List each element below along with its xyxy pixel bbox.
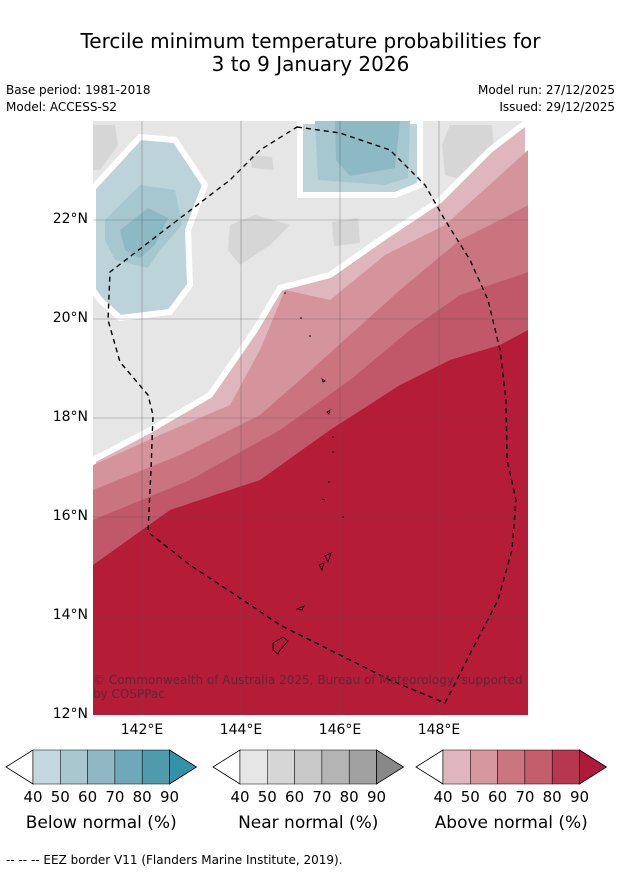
colorbar-segment xyxy=(32,749,61,785)
below-normal-region-north-60 xyxy=(335,121,400,176)
colorbar-arrow-low xyxy=(415,749,444,785)
base-period-label: Base period: 1981-2018 xyxy=(6,83,151,97)
colorbar-tick-label: 40 xyxy=(433,788,453,806)
model-run-label: Model run: 27/12/2025 xyxy=(477,83,615,97)
near-normal-patch xyxy=(93,125,118,170)
near-normal-patch xyxy=(228,215,290,265)
colorbar-tick-label: 90 xyxy=(159,788,180,806)
colorbar-tick-label: 90 xyxy=(366,788,387,806)
colorbar-tick-label: 50 xyxy=(50,788,70,806)
colorbar-below xyxy=(5,749,198,785)
colorbar-arrow-high xyxy=(376,749,405,785)
colorbar-segment xyxy=(294,749,323,785)
lat-label-12n: 12°N xyxy=(52,706,88,722)
colorbar-tick-label: 40 xyxy=(230,788,250,806)
colorbar-arrow-low xyxy=(212,749,241,785)
island-rota xyxy=(295,605,305,611)
island-guam xyxy=(272,636,289,655)
colorbar-title: Near normal (%) xyxy=(238,813,379,833)
colorbar-segment xyxy=(524,749,553,785)
colorbar-segment xyxy=(60,749,88,785)
map-area xyxy=(93,121,528,715)
near-normal-patch xyxy=(250,155,274,170)
colorbar-segment xyxy=(141,749,170,785)
colorbar-tick-label: 80 xyxy=(339,788,359,806)
colorbar-title: Below normal (%) xyxy=(25,813,177,833)
map-title-line2: 3 to 9 January 2026 xyxy=(211,52,410,76)
lon-label-148e: 148°E xyxy=(417,722,461,738)
colorbar-tick-label: 50 xyxy=(257,788,277,806)
colorbar-segment xyxy=(239,749,268,785)
lat-label-22n: 22°N xyxy=(52,211,88,227)
copyright-notice: © Commonwealth of Australia 2025, Bureau… xyxy=(93,673,523,701)
colorbar-segment xyxy=(321,749,350,785)
colorbar-tick-label: 40 xyxy=(23,788,43,806)
colorbar-tick-label: 60 xyxy=(488,788,508,806)
island-saipan xyxy=(324,552,332,564)
colorbar-arrow-low xyxy=(5,749,34,785)
colorbar-tick-label: 70 xyxy=(312,788,332,806)
colorbar-arrow-high xyxy=(169,749,198,785)
lat-label-14n: 14°N xyxy=(52,607,88,623)
colorbars xyxy=(5,749,608,785)
eez-footnote: -- -- -- EEZ border V11 (Flanders Marine… xyxy=(6,853,343,867)
issued-label: Issued: 29/12/2025 xyxy=(499,100,615,114)
lon-label-146e: 146°E xyxy=(318,722,362,738)
lat-label-20n: 20°N xyxy=(52,310,88,326)
island xyxy=(326,409,331,415)
island-dots xyxy=(284,292,344,518)
colorbar-tick-label: 80 xyxy=(542,788,562,806)
eez-border xyxy=(107,126,517,704)
near-normal-patch xyxy=(332,218,360,246)
map-title-line1: Tercile minimum temperature probabilitie… xyxy=(80,29,541,53)
colorbar-tick-label: 70 xyxy=(105,788,125,806)
below-normal-region-west-60 xyxy=(120,208,168,258)
model-label: Model: ACCESS-S2 xyxy=(6,100,118,114)
colorbar-segment xyxy=(551,749,580,785)
colorbar-near xyxy=(212,749,405,785)
colorbar-segment xyxy=(348,749,377,785)
lon-label-144e: 144°E xyxy=(219,722,263,738)
colorbar-tick-label: 50 xyxy=(460,788,480,806)
colorbar-tick-label: 80 xyxy=(132,788,152,806)
colorbar-title: Above normal (%) xyxy=(434,813,588,833)
colorbar-arrow-high xyxy=(579,749,608,785)
island xyxy=(321,378,326,383)
colorbar-segment xyxy=(442,749,471,785)
lat-label-16n: 16°N xyxy=(52,508,88,524)
colorbar-segment xyxy=(497,749,526,785)
colorbar-segment xyxy=(114,749,143,785)
lat-label-18n: 18°N xyxy=(52,409,88,425)
above-normal-band-80 xyxy=(93,330,528,715)
colorbar-tick-label: 60 xyxy=(285,788,305,806)
colorbar-tick-label: 90 xyxy=(569,788,590,806)
gridlines xyxy=(93,121,528,715)
islands xyxy=(272,378,332,655)
island xyxy=(321,498,326,501)
lon-label-142e: 142°E xyxy=(120,722,164,738)
island-tinian xyxy=(318,562,325,571)
colorbar-tick-label: 70 xyxy=(515,788,535,806)
colorbar-segment xyxy=(267,749,295,785)
colorbar-segment xyxy=(470,749,498,785)
colorbar-tick-label: 60 xyxy=(78,788,98,806)
colorbar-above xyxy=(415,749,608,785)
colorbar-segment xyxy=(87,749,116,785)
